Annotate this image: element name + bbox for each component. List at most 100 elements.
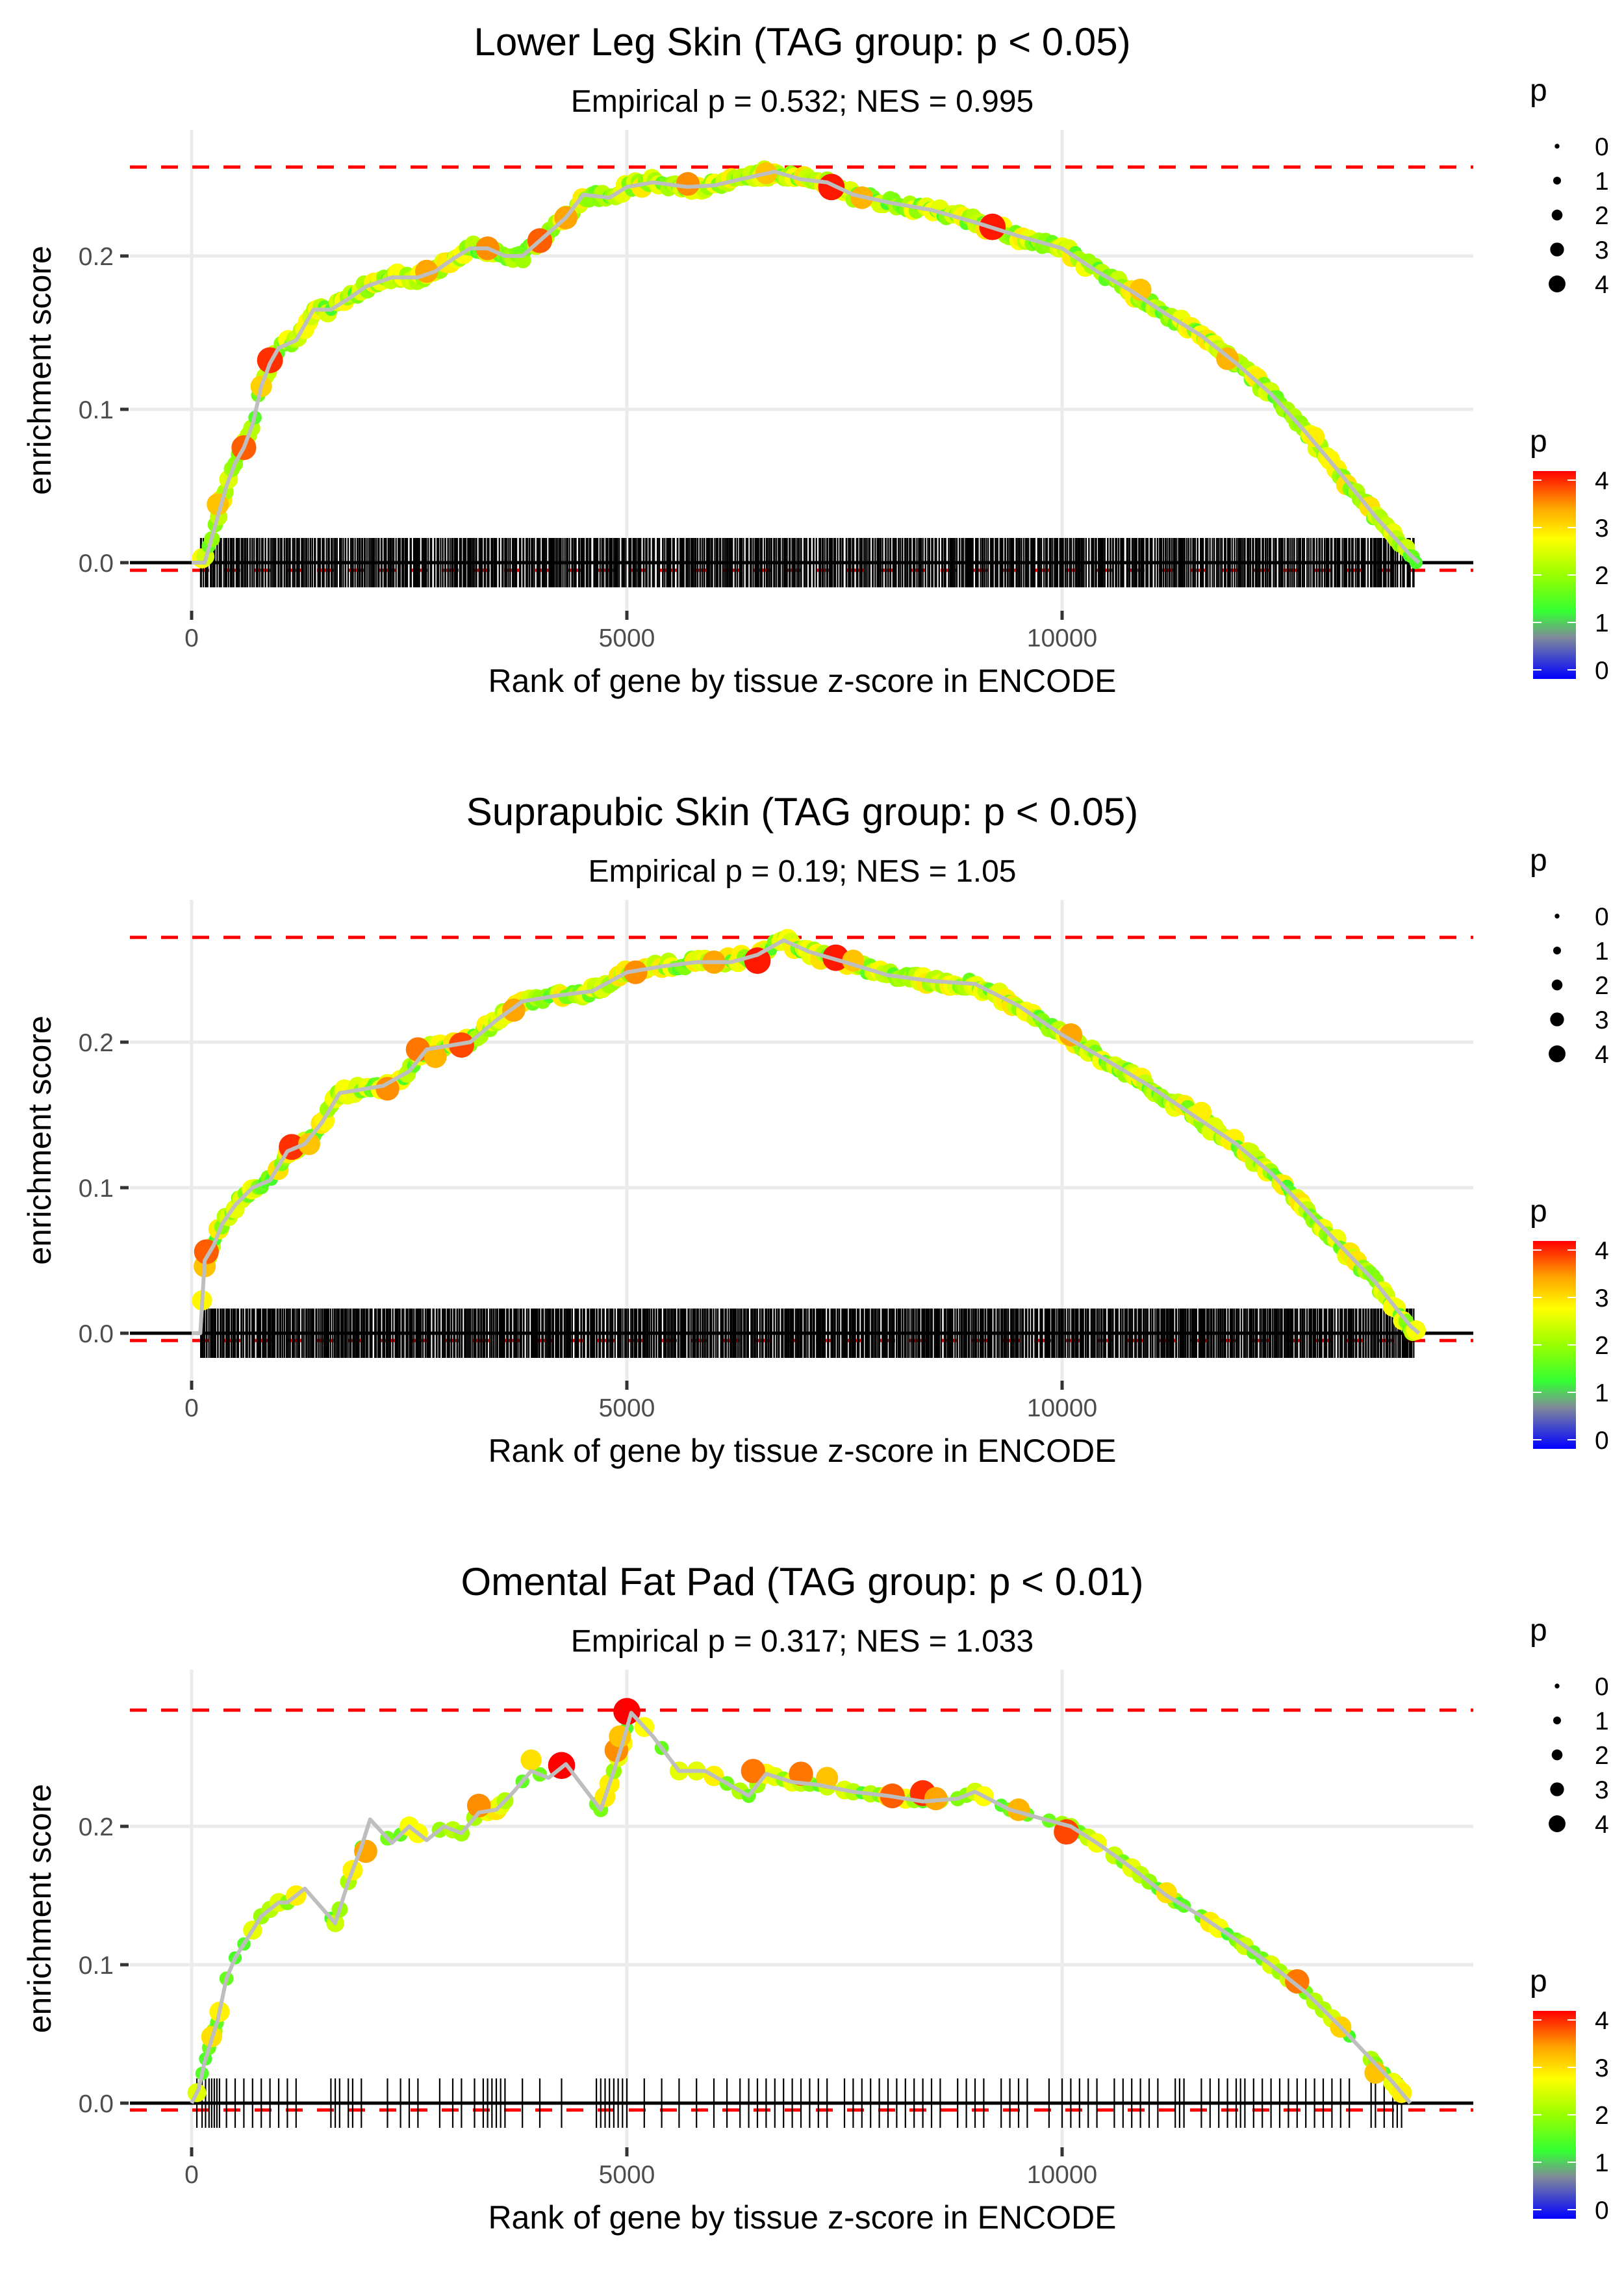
gene-point-significant [520,1749,542,1770]
size-legend-label: 4 [1595,1811,1609,1839]
x-tick-label: 10000 [1027,2161,1097,2189]
color-legend-title: p [1530,1964,1547,1999]
size-legend-title: p [1530,1613,1547,1648]
colorbar-label: 4 [1595,467,1609,495]
panel-subtitle: Empirical p = 0.19; NES = 1.05 [588,854,1016,889]
y-tick-label: 0.1 [79,1952,114,1980]
size-legend-key [1549,275,1566,292]
x-tick-label: 0 [184,1394,199,1422]
panel-subtitle: Empirical p = 0.317; NES = 1.033 [571,1624,1034,1659]
color-legend-title: p [1530,424,1547,459]
colorbar-label: 4 [1595,2007,1609,2035]
gene-point-significant [1285,1969,1310,1994]
size-legend-key [1551,209,1563,221]
size-legend-key [1549,1045,1566,1062]
gene-point-significant [298,1132,320,1155]
x-axis-title: Rank of gene by tissue z-score in ENCODE [488,663,1116,699]
size-legend-key [1554,1683,1560,1689]
y-tick-label: 0.1 [79,396,114,424]
color-legend-title: p [1530,1194,1547,1229]
size-legend-key [1553,176,1562,185]
axis-ticks: 0.0 0.1 0.2 0 5000 10000 [79,1029,1097,1422]
running-es-line [192,938,1421,1335]
axis-ticks: 0.0 0.1 0.2 0 5000 10000 [79,243,1097,652]
size-legend-key [1553,946,1562,955]
gene-point-significant [816,1767,839,1789]
size-legend-title: p [1530,73,1547,108]
panel-title: Suprapubic Skin (TAG group: p < 0.05) [466,790,1138,834]
colorbar-label: 1 [1595,1379,1609,1407]
colorbar-label: 1 [1595,2149,1609,2177]
size-legend-title: p [1530,843,1547,878]
size-legend-label: 2 [1595,202,1609,230]
running-es-line [190,1711,1412,2104]
y-tick-label: 0.0 [79,2090,114,2118]
gene-point-significant [744,947,771,974]
panel-title: Omental Fat Pad (TAG group: p < 0.01) [461,1560,1143,1603]
x-tick-label: 10000 [1027,624,1097,652]
size-legend-key [1554,144,1560,149]
gene-point-significant [1304,426,1325,448]
y-axis-title: enrichment score [21,246,58,495]
color-legend: 4 3 2 1 0 [1533,2007,1609,2225]
running-es-line [192,170,1421,565]
y-tick-label: 0.2 [79,243,114,271]
color-legend: 4 3 2 1 0 [1533,1237,1609,1455]
size-legend-key [1551,1749,1563,1761]
plot-area: 0.0 0.1 0.2 0 5000 10000 [79,1670,1473,2189]
size-legend: 0 1 2 3 4 [1549,133,1609,299]
size-legend: 0 1 2 3 4 [1549,1673,1609,1839]
colorbar-label: 0 [1595,657,1609,685]
gene-point-significant [424,1045,447,1068]
panel-lower-leg-skin: 0.0 0.1 0.2 0 5000 10000 0 1 2 3 4 4 3 2 1 0 Lower Leg S… [21,20,1609,699]
size-legend-label: 3 [1595,1776,1609,1804]
colorbar-label: 2 [1595,1332,1609,1360]
colorbar-label: 0 [1595,2197,1609,2225]
gene-point-significant [789,1761,813,1786]
x-tick-label: 0 [184,2161,199,2189]
y-tick-label: 0.0 [79,1320,114,1348]
size-legend: 0 1 2 3 4 [1549,903,1609,1069]
size-legend-label: 1 [1595,938,1609,965]
gene-point-significant [1059,1023,1083,1047]
size-legend-label: 4 [1595,271,1609,299]
gene-points [192,928,1426,1341]
colorbar-label: 0 [1595,1427,1609,1455]
colorbar-label: 3 [1595,515,1609,543]
gene-point-significant [375,1077,400,1101]
panel-omental-fat-pad: 0.0 0.1 0.2 0 5000 10000 0 1 2 3 4 4 3 2 1 0 Omental Fat… [21,1560,1609,2236]
size-legend-label: 4 [1595,1041,1609,1069]
panel-subtitle: Empirical p = 0.532; NES = 0.995 [571,84,1034,119]
colorbar-label: 2 [1595,562,1609,590]
size-legend-label: 0 [1595,133,1609,161]
size-legend-key [1553,1716,1562,1725]
size-legend-label: 3 [1595,236,1609,264]
colorbar-label: 4 [1595,1237,1609,1265]
panel-title: Lower Leg Skin (TAG group: p < 0.05) [474,20,1130,64]
plot-area: 0.0 0.1 0.2 0 5000 10000 [79,130,1473,652]
colorbar-label: 2 [1595,2102,1609,2130]
y-tick-label: 0.2 [79,1813,114,1841]
size-legend-label: 2 [1595,1742,1609,1770]
x-tick-label: 10000 [1027,1394,1097,1422]
panel-suprapubic-skin: 0.0 0.1 0.2 0 5000 10000 0 1 2 3 4 4 3 2 1 0 Suprapubic … [21,790,1609,1469]
colorbar-label: 1 [1595,609,1609,637]
size-legend-key [1554,913,1560,919]
size-legend-label: 3 [1595,1006,1609,1034]
y-tick-label: 0.1 [79,1175,114,1203]
size-legend-label: 1 [1595,1707,1609,1735]
x-tick-label: 5000 [599,624,655,652]
x-tick-label: 5000 [599,1394,655,1422]
x-tick-label: 0 [184,624,199,652]
size-legend-key [1550,1782,1564,1796]
size-legend-label: 2 [1595,972,1609,1000]
size-legend-key [1551,979,1563,991]
size-legend-key [1550,1012,1564,1027]
y-axis-title: enrichment score [21,1784,58,2034]
colorbar-label: 3 [1595,2054,1609,2082]
color-legend: 4 3 2 1 0 [1533,467,1609,685]
size-legend-label: 0 [1595,903,1609,931]
size-legend-key [1549,1815,1566,1832]
x-axis-title: Rank of gene by tissue z-score in ENCODE [488,1433,1116,1469]
